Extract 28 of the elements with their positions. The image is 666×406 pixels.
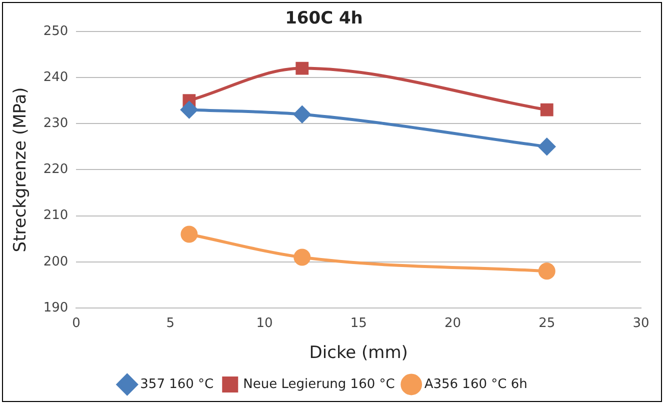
y-axis-title: Streckgrenze (MPa)	[10, 87, 31, 252]
y-tick-label: 250	[43, 24, 68, 39]
y-tick-label: 220	[43, 162, 68, 178]
x-tick-label: 20	[444, 316, 462, 332]
x-tick-label: 25	[538, 316, 556, 332]
y-tick-label: 190	[43, 300, 68, 316]
chart-title: 160C 4h	[285, 8, 363, 29]
y-tick-label: 210	[43, 208, 68, 224]
x-tick-label: 30	[632, 316, 650, 332]
point	[538, 138, 556, 156]
point	[538, 262, 556, 280]
x-tick-label: 10	[256, 316, 273, 332]
x-axis-title: Dicke (mm)	[309, 343, 408, 364]
point	[294, 106, 311, 123]
legend-label: A356 160 °C 6h	[424, 376, 528, 392]
point	[294, 248, 311, 266]
x-tick-label: 5	[166, 316, 174, 332]
point	[296, 62, 309, 75]
y-tick-label: 240	[43, 70, 68, 85]
x-tick-label: 15	[350, 316, 367, 332]
legend-label: 357 160 °C	[140, 376, 214, 392]
x-tick-label: 0	[72, 316, 80, 332]
y-tick-label: 230	[43, 116, 68, 131]
legend-label: Neue Legierung 160 °C	[243, 376, 395, 392]
y-tick-label: 200	[43, 254, 68, 270]
point	[180, 101, 198, 118]
point	[180, 226, 198, 243]
point	[540, 103, 554, 116]
